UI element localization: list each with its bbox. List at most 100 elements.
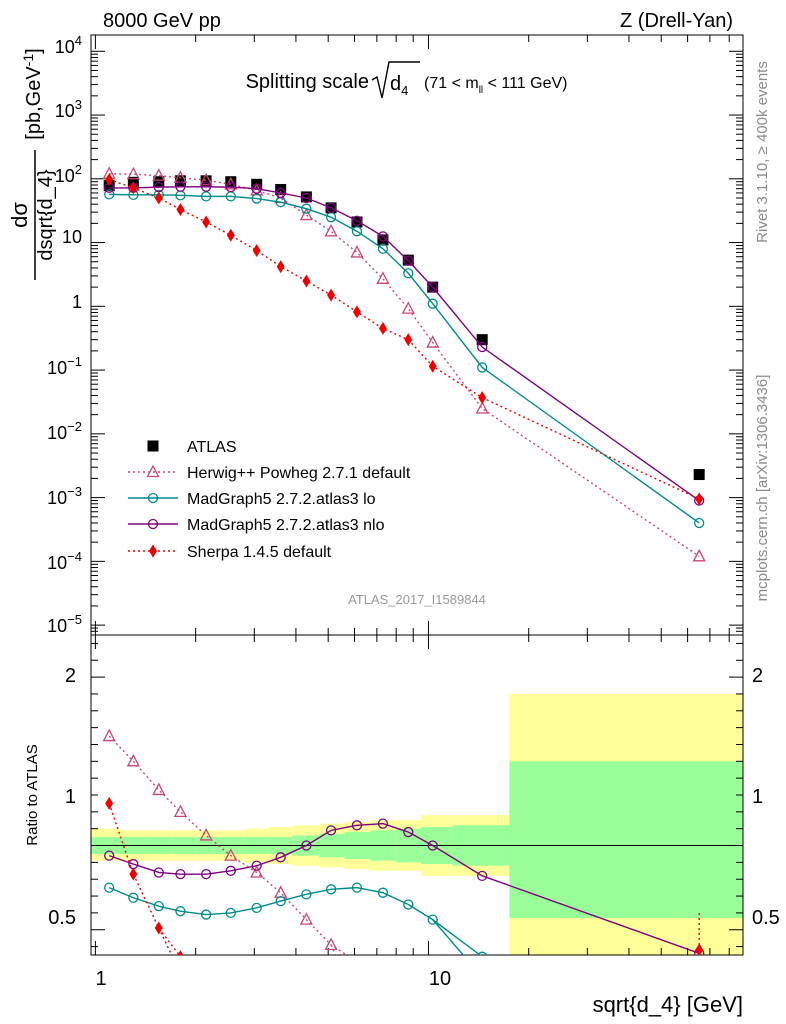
sherpa-point	[177, 950, 184, 955]
ratio-tick-label-right: 1	[752, 786, 763, 808]
sherpa-ratio-line	[108, 803, 181, 955]
sherpa-point	[202, 970, 210, 983]
y-tick-label: 10−4	[47, 549, 82, 573]
herwig-point	[274, 885, 288, 898]
herwig-point	[401, 301, 415, 314]
sherpa-point	[428, 359, 437, 373]
mg_nlo-ratio-line	[108, 822, 700, 954]
herwig-point	[377, 968, 388, 979]
y-axis-title-units: [pb,GeV-1]	[20, 48, 45, 139]
legend-label-herwig: Herwig++ Powheg 2.7.1 default	[187, 465, 411, 482]
mg-point	[147, 492, 159, 504]
herwig-point	[324, 223, 338, 237]
mg-point	[694, 517, 705, 529]
legend-label-atlas: ATLAS	[187, 439, 237, 456]
herwig-ratio-offscale	[330, 944, 337, 955]
mg_lo-line	[109, 193, 700, 524]
legend-label-mg-lo: MadGraph5 2.7.2.atlas3 lo	[187, 491, 376, 508]
mg-point	[251, 183, 262, 194]
plot-title: Splitting scale d4 (71 < mll < 111 GeV)	[246, 61, 567, 99]
mg-point	[251, 902, 262, 913]
ratio-tick-label-right: 2	[752, 665, 763, 687]
atlas-point	[377, 234, 389, 246]
ratio-uncertainty-bands	[91, 693, 743, 955]
herwig-point	[224, 848, 238, 861]
mg-point	[403, 899, 414, 910]
mg-point	[200, 909, 212, 920]
mg-point	[427, 298, 438, 309]
legend-label-mg-nlo: MadGraph5 2.7.2.atlas3 nlo	[187, 517, 385, 534]
atlas-point	[351, 216, 363, 228]
sherpa-point	[202, 215, 211, 229]
y-tick-label: 10	[62, 227, 82, 247]
ratio-tick-label-right: 0.5	[752, 907, 780, 929]
herwig-line	[109, 173, 700, 557]
mg-point	[200, 869, 212, 880]
mg-point	[427, 914, 438, 925]
mg-point	[427, 281, 438, 293]
mg-point	[153, 901, 164, 912]
atlas-point	[300, 191, 312, 203]
mg-point	[225, 181, 236, 193]
mg-point	[351, 820, 363, 831]
mg-point	[301, 889, 312, 900]
herwig-point	[250, 865, 264, 878]
mg-point	[301, 192, 312, 204]
mg-point	[403, 826, 414, 838]
mg-point	[351, 882, 363, 893]
mg-point	[147, 518, 159, 530]
y-tick-label: 104	[55, 33, 82, 57]
herwig-point	[199, 828, 213, 841]
plot-title-range: (71 < mll < 111 GeV)	[424, 75, 567, 96]
mg-point	[351, 226, 363, 237]
y-tick-label: 10−5	[47, 612, 82, 636]
y-tick-label: 1	[72, 292, 82, 312]
sherpa-line	[108, 178, 700, 500]
main-y-axis-title: dσ dsqrt{d_4} [pb,GeV-1]	[7, 48, 57, 280]
atlas-point	[174, 175, 186, 187]
atlas-point	[693, 469, 705, 481]
sherpa-point	[252, 244, 261, 258]
herwig-point	[152, 168, 166, 181]
mcplots-label: mcplots.cern.ch [arXiv:1306.3436]	[754, 375, 771, 602]
mg-point	[104, 882, 115, 893]
herwig-point	[324, 937, 338, 951]
ratio-series-group	[102, 728, 705, 983]
main-y-tick-labels: 104 103 102 10 1 10−1 10−2 10−3 10−4 10−…	[47, 33, 82, 636]
mg-point	[351, 215, 363, 226]
ratio-tick-label-left: 2	[65, 665, 76, 687]
mg-point	[175, 181, 186, 192]
mg-point	[225, 907, 236, 919]
y-tick-label: 10−2	[47, 419, 82, 443]
mg-point	[325, 884, 337, 895]
herwig-point	[350, 245, 364, 258]
y-tick-label: 10−3	[47, 484, 82, 508]
atlas-point	[147, 440, 159, 452]
mg-point	[104, 189, 115, 200]
sqrt-symbol	[371, 61, 420, 99]
herwig-point	[126, 166, 140, 180]
herwig-point	[102, 728, 116, 742]
herwig-point	[426, 335, 440, 348]
sherpa-point	[404, 333, 413, 347]
mg-point	[477, 870, 488, 881]
legend-label-sherpa: Sherpa 1.4.5 default	[187, 544, 332, 561]
mg-point	[377, 231, 389, 242]
mg-point	[403, 268, 414, 279]
axis-ticks	[91, 35, 743, 955]
sherpa-point	[129, 867, 138, 881]
mg-point	[325, 202, 337, 214]
y-tick-label: 102	[55, 162, 82, 186]
mg-point	[275, 895, 286, 907]
mg-point	[477, 362, 488, 373]
mg-point	[128, 892, 139, 903]
atlas-point	[476, 334, 488, 346]
atlas-point	[225, 176, 237, 188]
sherpa-point	[129, 181, 138, 195]
sherpa-point	[105, 796, 114, 810]
x-tick-labels: 1 10	[95, 968, 451, 990]
sherpa-point	[149, 544, 157, 558]
sherpa-point	[695, 492, 704, 506]
mg-lo-ratio-offscale	[432, 919, 465, 955]
sherpa-point	[352, 305, 361, 319]
